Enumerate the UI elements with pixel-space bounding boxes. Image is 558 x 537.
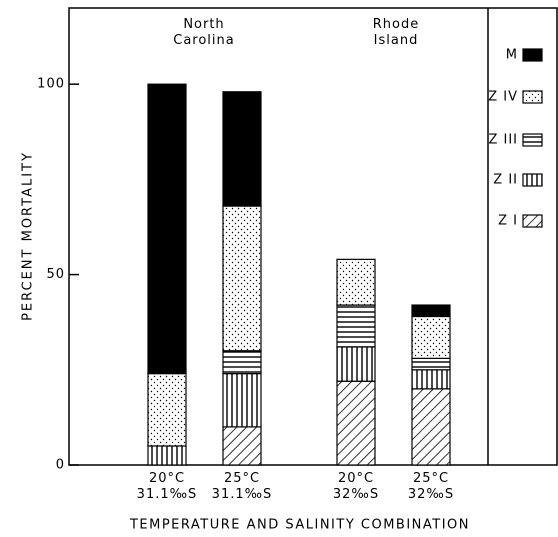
legend-swatch <box>522 214 543 228</box>
legend-swatch <box>522 48 543 62</box>
plot-frame <box>68 7 558 466</box>
bar-segment <box>147 83 187 375</box>
bar-segment <box>411 388 451 466</box>
bar-segment <box>336 380 376 466</box>
bar-segment <box>222 373 262 428</box>
legend-swatch <box>522 90 543 104</box>
y-tick-label: 50 <box>46 267 65 282</box>
y-axis-label: PERCENT MORTALITY <box>21 151 36 321</box>
bar-segment <box>147 373 187 447</box>
group-label: North Carolina <box>173 17 235 48</box>
legend-swatch <box>522 173 543 187</box>
x-tick-label: 25°C 32‰S <box>408 471 454 502</box>
legend-label: Z I <box>498 214 518 229</box>
bar-segment <box>222 350 262 375</box>
x-axis-label: TEMPERATURE AND SALINITY COMBINATION <box>129 518 470 533</box>
y-tick-label: 0 <box>56 458 65 473</box>
x-tick-label: 20°C 31.1‰S <box>137 471 198 502</box>
bar-segment <box>336 304 376 348</box>
legend-label: Z IV <box>488 90 518 105</box>
bar-segment <box>222 426 262 466</box>
bar-segment <box>336 346 376 382</box>
legend-label: Z II <box>493 173 518 188</box>
y-tick-label: 100 <box>37 77 65 92</box>
bar-segment <box>222 205 262 352</box>
x-tick-label: 25°C 31.1‰S <box>212 471 273 502</box>
bar-segment <box>222 91 262 207</box>
bar-segment <box>411 304 451 318</box>
bar-segment <box>336 258 376 306</box>
bar-segment <box>411 315 451 359</box>
bar-segment <box>147 445 187 466</box>
group-label: Rhode Island <box>373 17 419 48</box>
bar-segment <box>411 369 451 390</box>
legend-swatch <box>522 133 543 147</box>
x-tick-label: 20°C 32‰S <box>333 471 379 502</box>
bar-segment <box>411 357 451 371</box>
legend-label: Z III <box>488 133 518 148</box>
legend-label: M <box>506 48 518 63</box>
